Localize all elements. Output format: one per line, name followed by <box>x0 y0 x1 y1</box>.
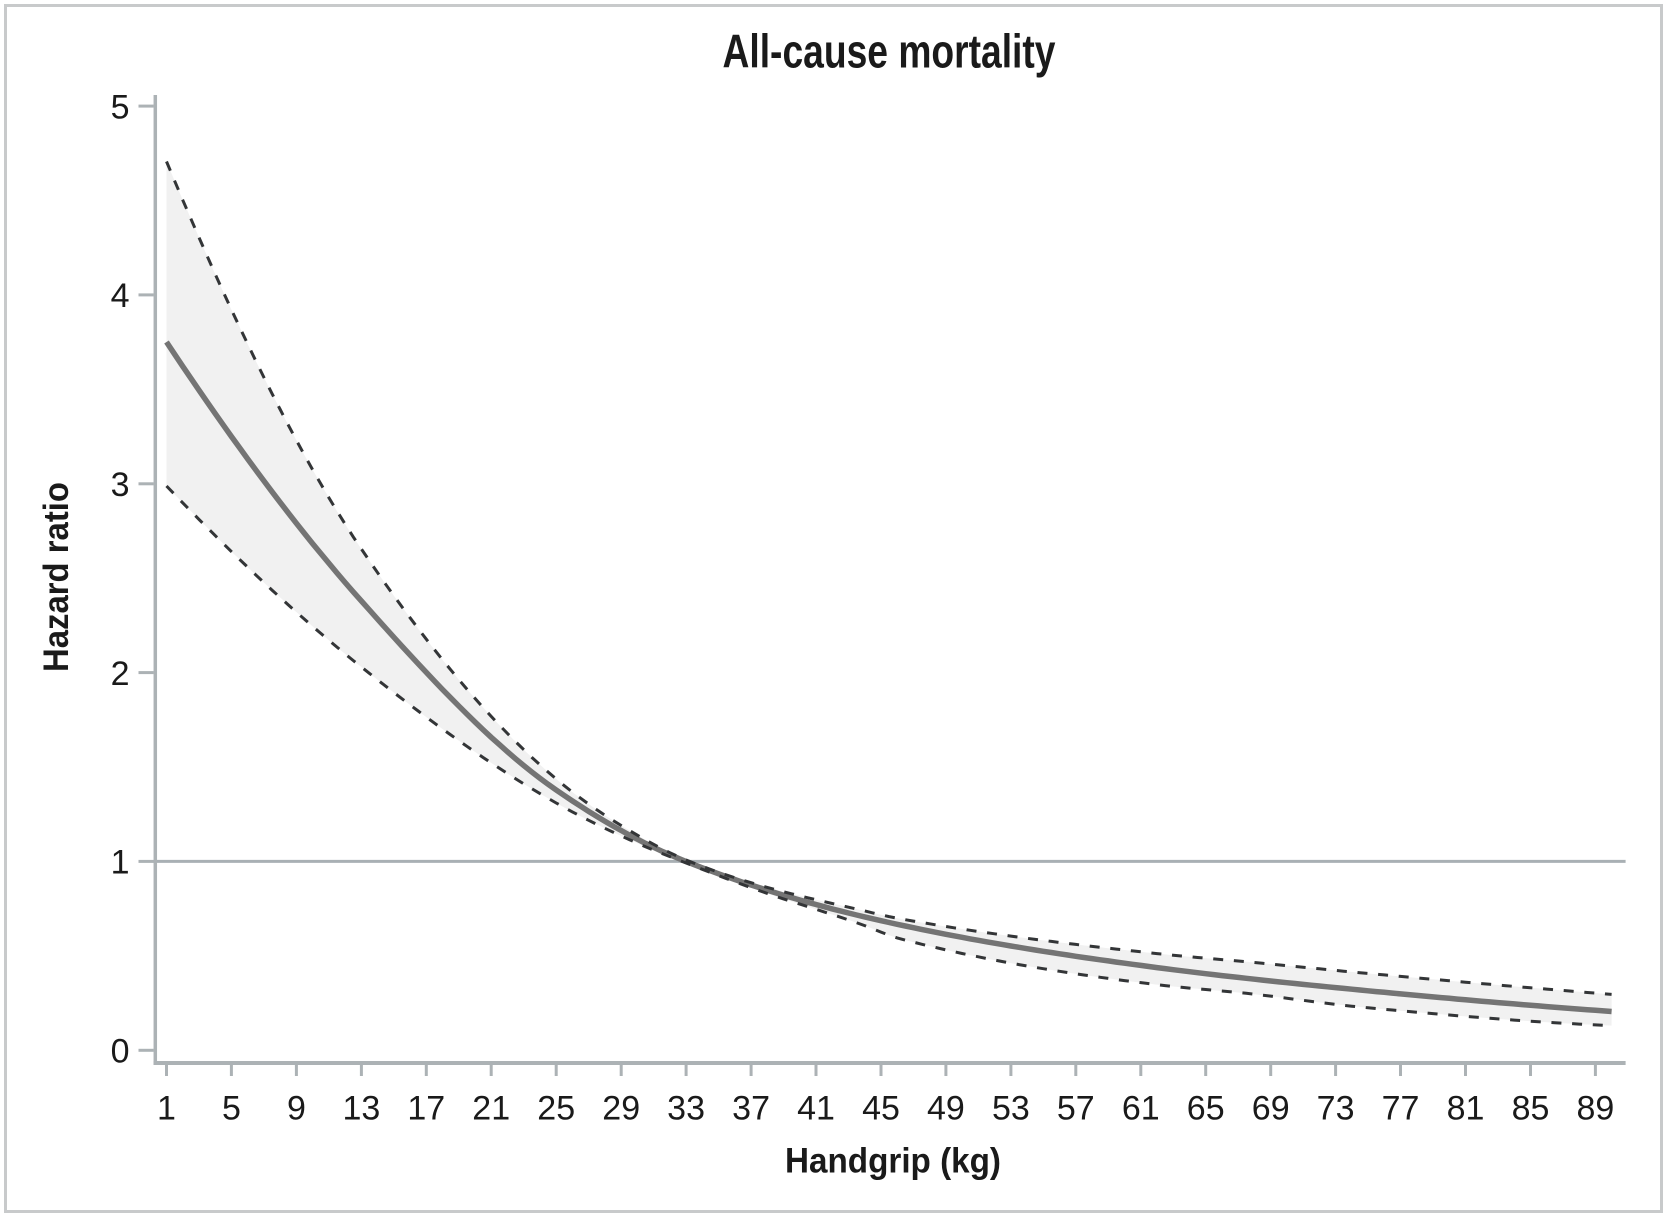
svg-text:13: 13 <box>342 1090 380 1128</box>
svg-text:Handgrip (kg): Handgrip (kg) <box>785 1141 1001 1180</box>
svg-text:5: 5 <box>111 88 130 126</box>
svg-text:1: 1 <box>157 1090 176 1128</box>
svg-text:37: 37 <box>732 1090 770 1128</box>
svg-text:25: 25 <box>537 1090 575 1128</box>
svg-text:85: 85 <box>1512 1090 1550 1128</box>
svg-text:17: 17 <box>407 1090 445 1128</box>
svg-text:0: 0 <box>111 1033 130 1071</box>
svg-text:3: 3 <box>111 466 130 504</box>
svg-text:65: 65 <box>1187 1090 1225 1128</box>
svg-text:29: 29 <box>602 1090 640 1128</box>
svg-text:73: 73 <box>1317 1090 1355 1128</box>
svg-text:All-cause mortality: All-cause mortality <box>723 25 1056 78</box>
svg-text:21: 21 <box>472 1090 510 1128</box>
svg-text:1: 1 <box>111 844 130 882</box>
svg-text:2: 2 <box>111 655 130 693</box>
svg-text:5: 5 <box>222 1090 241 1128</box>
svg-text:89: 89 <box>1576 1090 1614 1128</box>
svg-text:53: 53 <box>992 1090 1030 1128</box>
svg-text:61: 61 <box>1122 1090 1160 1128</box>
svg-text:41: 41 <box>797 1090 835 1128</box>
svg-text:33: 33 <box>667 1090 705 1128</box>
svg-text:45: 45 <box>862 1090 900 1128</box>
svg-text:4: 4 <box>111 277 130 315</box>
svg-text:81: 81 <box>1447 1090 1485 1128</box>
svg-text:69: 69 <box>1252 1090 1290 1128</box>
svg-text:9: 9 <box>287 1090 306 1128</box>
svg-text:57: 57 <box>1057 1090 1095 1128</box>
svg-text:Hazard ratio: Hazard ratio <box>37 482 76 672</box>
svg-text:49: 49 <box>927 1090 965 1128</box>
svg-text:77: 77 <box>1382 1090 1420 1128</box>
